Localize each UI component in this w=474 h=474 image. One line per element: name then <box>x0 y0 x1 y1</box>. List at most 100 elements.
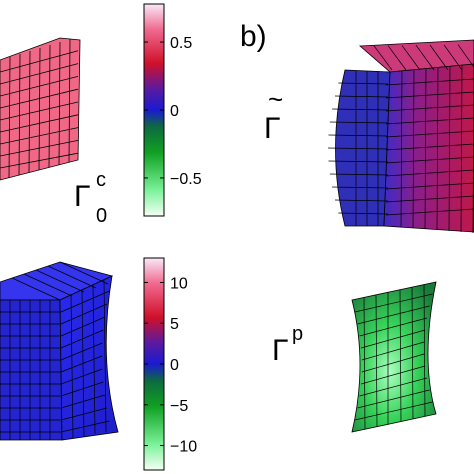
mesh-line <box>0 114 79 133</box>
colorbar-top: 0.5 0 −0.5 <box>143 3 202 217</box>
mesh-line <box>334 95 389 98</box>
mesh-line <box>457 44 474 68</box>
mesh-line <box>332 108 389 111</box>
mesh-line <box>448 66 451 232</box>
mesh-line <box>357 389 430 409</box>
label-gamma0c: Γ c 0 <box>74 169 107 227</box>
mesh-line <box>361 353 425 373</box>
mesh-line <box>0 50 79 73</box>
shape-top-right <box>327 39 474 234</box>
shape-top-left <box>0 37 81 181</box>
mesh-line <box>48 44 51 168</box>
mesh-line <box>443 44 463 71</box>
mesh-line <box>28 50 31 173</box>
mesh-line <box>81 289 85 437</box>
mesh-line <box>0 63 79 85</box>
mesh-line <box>60 368 103 385</box>
colorbar-bottom-tick-label: −10 <box>170 439 197 456</box>
mesh-line <box>334 199 389 202</box>
colorbar-top-tick-label: 0 <box>170 103 179 120</box>
gamma0c-main: Γ <box>74 180 91 213</box>
mesh-line <box>338 212 389 215</box>
mesh-line <box>60 394 106 409</box>
mesh-line <box>415 44 435 71</box>
colorbar-top-tick-label: 0.5 <box>170 35 192 52</box>
mesh-line <box>70 294 74 439</box>
mesh-line <box>0 152 79 169</box>
mesh-line <box>385 130 474 138</box>
gammap-sup: p <box>292 323 303 345</box>
mesh-line <box>338 82 389 85</box>
mesh-line <box>60 342 103 361</box>
mesh-line <box>60 290 110 313</box>
mesh-line <box>385 182 474 190</box>
mesh-line <box>59 261 109 285</box>
mesh-line <box>60 407 108 421</box>
mesh-line <box>60 355 103 373</box>
colorbar-bottom: 10 5 0 −5 −10 <box>143 257 197 471</box>
colorbar-top-tick-label: −0.5 <box>170 171 202 188</box>
shape-bottom-left <box>0 261 119 441</box>
mesh-line <box>385 169 474 177</box>
colorbar-bottom-tick-label: −5 <box>170 398 188 415</box>
gammap-main: Γ <box>272 334 289 367</box>
gamma-tilde-main: Γ <box>264 112 281 145</box>
colorbar-bottom-tick-label: 5 <box>170 316 179 333</box>
mesh-line <box>359 317 428 337</box>
mesh-line <box>385 156 474 164</box>
mesh-line <box>385 195 474 203</box>
mesh-line <box>8 56 11 178</box>
panel-label-b: b) <box>240 20 267 53</box>
mesh-line <box>363 297 366 430</box>
mesh-line <box>411 286 414 420</box>
mesh-line <box>385 208 474 216</box>
label-gamma-tilde: ~ Γ <box>264 84 283 145</box>
mesh-line <box>0 88 79 109</box>
mesh-line <box>357 305 430 325</box>
mesh-line <box>0 76 79 97</box>
mesh-line <box>385 143 474 151</box>
mesh-line <box>429 44 449 71</box>
mesh-line <box>38 47 41 171</box>
mesh-line <box>385 91 474 99</box>
mesh-line <box>401 45 421 71</box>
mesh-line <box>0 101 79 121</box>
mesh-line <box>47 265 97 289</box>
label-gammap: Γ p <box>272 323 303 367</box>
mesh-line <box>361 329 426 349</box>
mesh-line <box>60 420 110 433</box>
mesh-line <box>385 104 474 112</box>
mesh-line <box>60 316 106 337</box>
gamma0c-sup: c <box>96 169 106 191</box>
mesh-line <box>332 186 389 189</box>
mesh-line <box>373 45 393 71</box>
colorbar-bottom-tick-label: 0 <box>170 357 179 374</box>
mesh-line <box>354 293 433 313</box>
mesh-line <box>18 53 21 176</box>
gamma0c-sub: 0 <box>96 205 107 227</box>
shape-bottom-right <box>351 281 437 433</box>
mesh-line <box>361 365 426 385</box>
mesh-line <box>35 269 85 293</box>
mesh-line <box>460 65 463 233</box>
mesh-line <box>436 67 439 231</box>
mesh-line <box>23 273 73 297</box>
colorbar-bottom-tick-label: 10 <box>170 275 188 292</box>
mesh-line <box>375 294 378 427</box>
mesh-line <box>359 377 428 397</box>
mesh-line <box>424 68 427 230</box>
mesh-line <box>60 303 108 325</box>
mesh-line <box>354 401 433 421</box>
mesh-line <box>399 289 402 422</box>
mesh-line <box>361 341 425 361</box>
mesh-line <box>60 329 104 349</box>
mesh-line <box>0 127 79 145</box>
mesh-line <box>423 284 426 417</box>
mesh-line <box>11 277 61 301</box>
mesh-line <box>0 140 79 157</box>
gamma-tilde-tilde: ~ <box>268 84 283 114</box>
mesh-line <box>387 45 407 71</box>
mesh-line <box>385 117 474 125</box>
